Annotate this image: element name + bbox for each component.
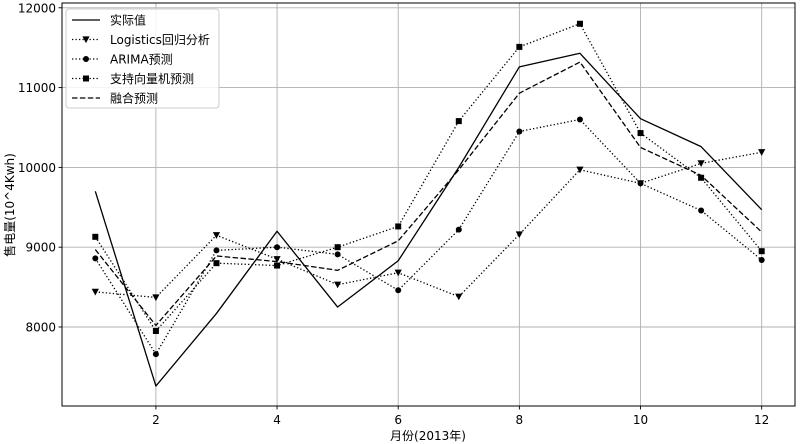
x-tick-label: 6 [394, 413, 402, 427]
data-point-logistics [91, 288, 99, 296]
data-point-svm [758, 248, 765, 255]
legend-marker-arima [83, 56, 89, 62]
data-point-svm [516, 43, 523, 50]
y-tick-label: 11000 [18, 81, 56, 95]
data-point-arima [152, 351, 159, 358]
data-point-logistics [273, 256, 281, 263]
data-point-arima [516, 128, 523, 135]
data-point-svm [334, 244, 341, 251]
series-svm [92, 20, 765, 334]
data-point-logistics [515, 231, 523, 239]
legend-label: ARIMA预测 [110, 53, 173, 67]
y-tick-label: 12000 [18, 1, 56, 15]
y-axis-label: 售电量(10^4Kwh) [2, 153, 17, 257]
data-point-svm [698, 174, 705, 181]
series-line-svm [94, 23, 763, 332]
series-line-fusion [94, 61, 763, 327]
data-point-svm [92, 233, 99, 240]
legend-item-svm: 支持向量机预测 [72, 71, 194, 86]
data-point-svm [152, 327, 159, 334]
legend-marker-svm [83, 75, 89, 82]
x-axis-label: 月份(2013年) [390, 429, 466, 443]
y-tick-label: 9000 [25, 241, 56, 255]
data-point-arima [637, 180, 644, 187]
data-point-logistics [758, 149, 766, 156]
data-point-svm [455, 118, 462, 125]
axis-ticks: 2 4 6 8 10 12 8000 9000 10000 11000 12000 [18, 1, 770, 427]
legend-label: 实际值 [110, 13, 146, 28]
data-point-arima [92, 255, 99, 262]
series-arima [92, 116, 765, 358]
data-point-logistics [212, 232, 221, 239]
data-point-arima [698, 207, 705, 214]
data-point-arima [334, 251, 341, 258]
data-point-logistics [334, 281, 342, 289]
grid [62, 3, 795, 406]
x-tick-label: 10 [633, 413, 648, 427]
data-point-logistics [576, 166, 584, 174]
x-tick-label: 2 [152, 413, 160, 427]
x-tick-label: 4 [273, 413, 281, 427]
legend-label: 支持向量机预测 [110, 71, 194, 86]
legend-box [65, 8, 220, 109]
data-point-svm [213, 260, 220, 267]
data-point-arima [758, 256, 765, 263]
x-tick-label: 8 [516, 413, 524, 427]
series-logistics [91, 149, 766, 302]
legend-item-logistics: Logistics回归分析 [72, 33, 210, 47]
series-fusion [94, 61, 763, 327]
legend-label: Logistics回归分析 [110, 33, 210, 47]
y-tick-label: 8000 [25, 320, 56, 334]
series-line-actual [94, 52, 763, 387]
axes-frame [61, 2, 796, 407]
data-point-svm [576, 20, 583, 27]
data-point-svm [274, 262, 281, 269]
data-point-svm [637, 130, 644, 137]
legend-marker-logistics [82, 36, 90, 44]
legend-item-actual: 实际值 [72, 13, 146, 28]
legend-item-arima: ARIMA预测 [72, 53, 173, 67]
legend-item-fusion: 融合预测 [72, 91, 158, 106]
data-point-logistics [394, 269, 402, 277]
data-point-logistics [697, 160, 705, 168]
data-point-logistics [152, 294, 160, 302]
data-point-arima [274, 244, 281, 251]
series-actual [94, 52, 763, 387]
data-point-svm [395, 223, 402, 230]
series-line-logistics [95, 151, 762, 299]
legend-label: 融合预测 [110, 91, 158, 106]
data-point-arima [576, 116, 583, 123]
data-point-arima [455, 226, 462, 233]
data-point-logistics [455, 293, 463, 301]
x-tick-label: 12 [754, 413, 769, 427]
plot-series [91, 20, 766, 387]
data-point-arima [213, 247, 220, 254]
data-point-arima [395, 287, 402, 294]
y-tick-label: 10000 [18, 161, 56, 175]
